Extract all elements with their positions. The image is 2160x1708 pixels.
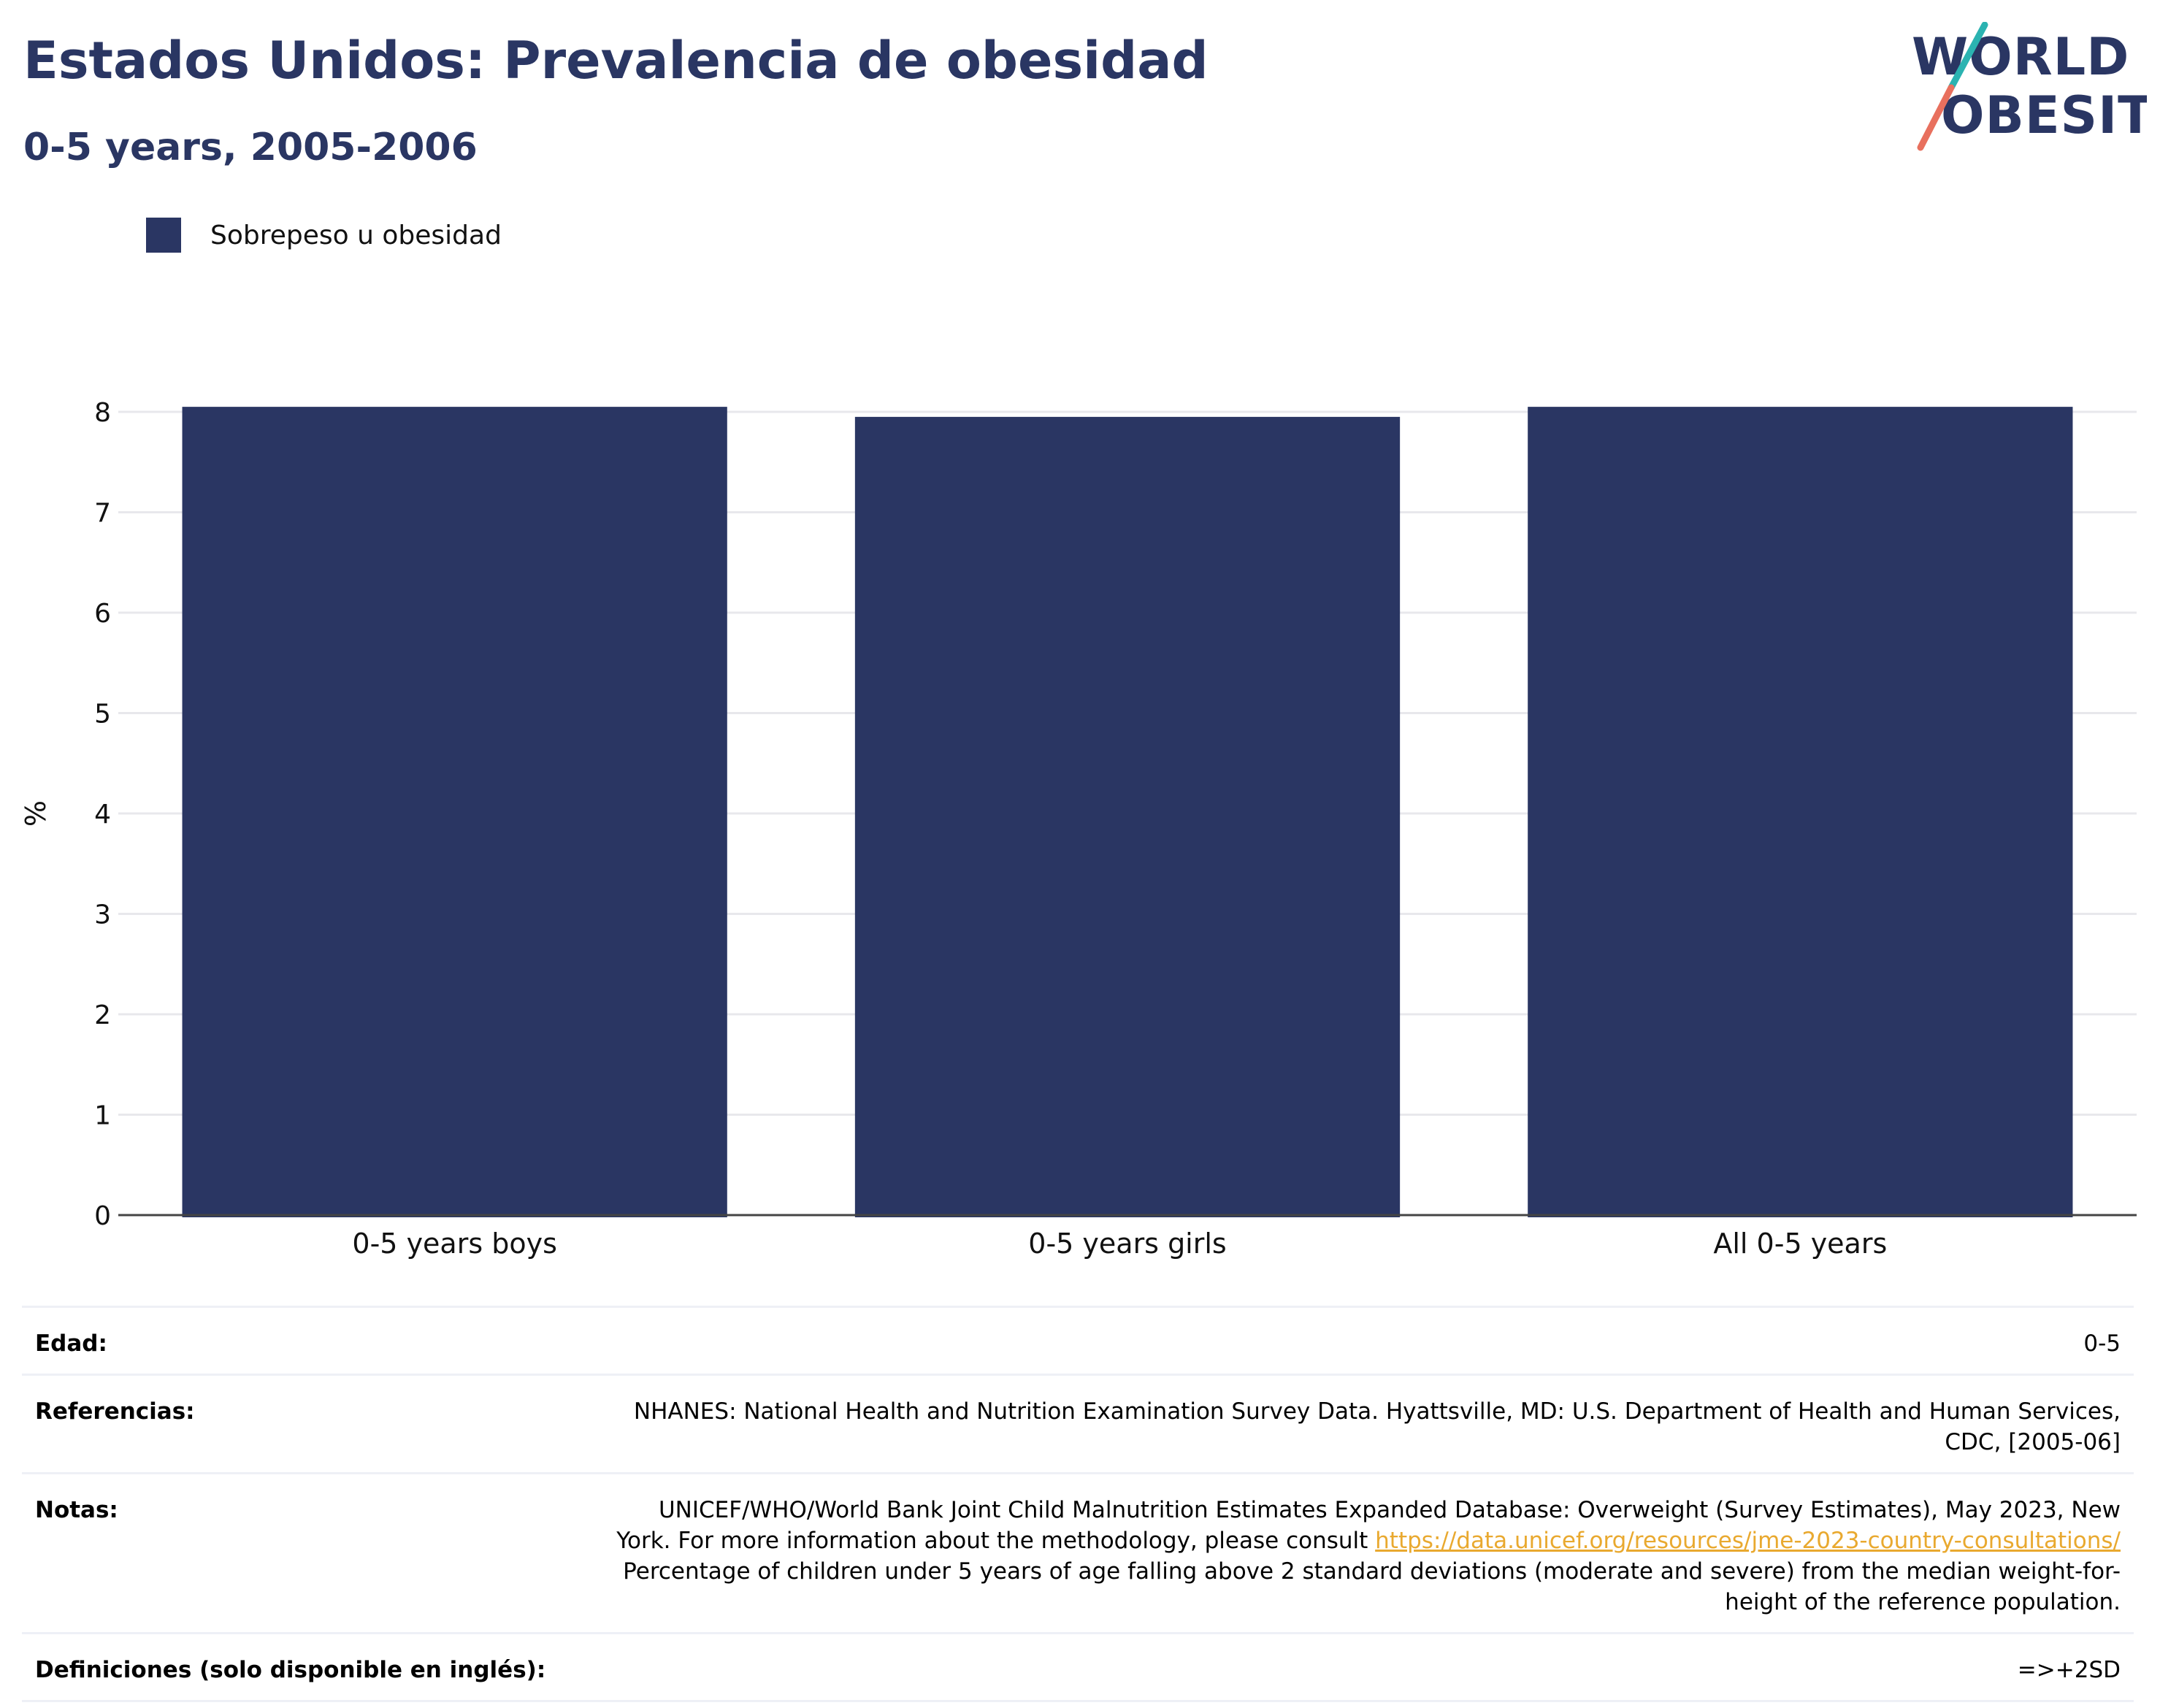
legend-label: Sobrepeso u obesidad <box>210 220 502 250</box>
info-row-references: Referencias: NHANES: National Health and… <box>22 1374 2134 1472</box>
chart-subtitle: 0-5 years, 2005-2006 <box>23 126 478 169</box>
y-tick-label: 6 <box>94 599 111 629</box>
y-tick-label: 7 <box>94 499 111 529</box>
y-tick-label: 3 <box>94 900 111 930</box>
y-tick-label: 0 <box>94 1201 111 1231</box>
info-label: Definiciones (solo disponible en inglés)… <box>35 1657 546 1683</box>
y-tick-label: 5 <box>94 700 111 729</box>
x-category-label: All 0-5 years <box>1713 1228 1887 1260</box>
info-value: =>+2SD <box>2017 1657 2121 1683</box>
info-row-age: Edad: 0-5 <box>22 1306 2134 1374</box>
info-label: Edad: <box>35 1330 107 1357</box>
bar <box>1528 407 2073 1217</box>
bar <box>182 407 727 1217</box>
y-axis-ticks: 0 1 2 3 4 5 6 7 8 <box>94 398 111 1231</box>
y-axis-label: % <box>20 800 52 827</box>
info-value: NHANES: National Health and Nutrition Ex… <box>633 1398 2121 1455</box>
info-table: Edad: 0-5 Referencias: NHANES: National … <box>22 1306 2134 1702</box>
info-label: Notas: <box>35 1497 118 1523</box>
info-row-notes: Notas: UNICEF/WHO/World Bank Joint Child… <box>22 1472 2134 1632</box>
x-category-label: 0-5 years boys <box>352 1228 556 1260</box>
notes-text-before: UNICEF/WHO/World Bank Joint Child Malnut… <box>616 1497 2121 1554</box>
y-tick-label: 1 <box>94 1101 111 1131</box>
info-value: 0-5 <box>2083 1330 2121 1357</box>
info-value: UNICEF/WHO/World Bank Joint Child Malnut… <box>616 1495 2121 1617</box>
methodology-link[interactable]: https://data.unicef.org/resources/jme-20… <box>1375 1528 2121 1554</box>
logo-line-2: OBESITY <box>1941 85 2147 145</box>
x-category-label: 0-5 years girls <box>1028 1228 1226 1260</box>
info-label: Referencias: <box>35 1398 195 1425</box>
info-row-definitions: Definiciones (solo disponible en inglés)… <box>22 1632 2134 1702</box>
chart-title: Estados Unidos: Prevalencia de obesidad <box>23 31 1209 91</box>
world-obesity-logo: WORLD OBESITY <box>1912 22 2147 151</box>
x-axis-categories: 0-5 years boys 0-5 years girls All 0-5 yea… <box>352 1228 1887 1260</box>
bar-chart: 0 1 2 3 4 5 6 7 8 0-5 years boys 0-5 years girls A… <box>20 398 2137 1260</box>
bar <box>854 416 1401 1217</box>
logo-line-1: WORLD <box>1912 27 2129 87</box>
legend[interactable]: Sobrepeso u obesidad <box>146 216 502 254</box>
legend-swatch <box>146 218 181 253</box>
y-tick-label: 2 <box>94 1000 111 1030</box>
bars <box>182 407 2073 1217</box>
notes-text-after: Percentage of children under 5 years of … <box>623 1558 2121 1615</box>
y-tick-label: 8 <box>94 398 111 428</box>
y-tick-label: 4 <box>94 800 111 830</box>
